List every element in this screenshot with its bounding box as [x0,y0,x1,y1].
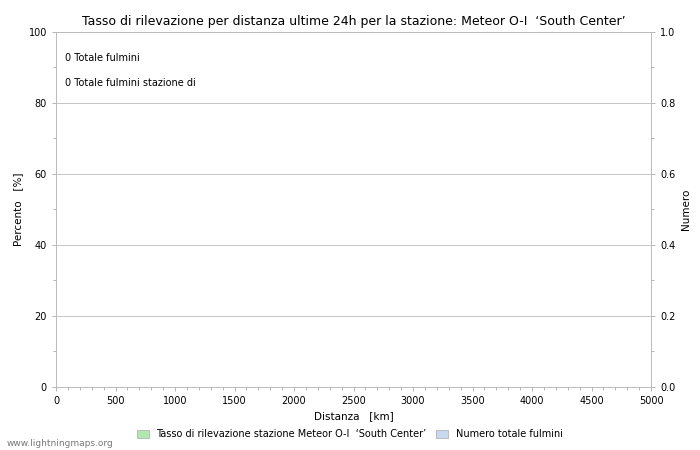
Y-axis label: Numero: Numero [681,189,691,230]
Title: Tasso di rilevazione per distanza ultime 24h per la stazione: Meteor O-I  ‘South: Tasso di rilevazione per distanza ultime… [82,14,625,27]
Text: 0 Totale fulmini stazione di: 0 Totale fulmini stazione di [65,78,196,88]
Text: www.lightningmaps.org: www.lightningmaps.org [7,439,113,448]
Legend: Tasso di rilevazione stazione Meteor O-I  ‘South Center’, Numero totale fulmini: Tasso di rilevazione stazione Meteor O-I… [133,425,567,443]
Y-axis label: Percento   [%]: Percento [%] [13,172,23,246]
X-axis label: Distanza   [km]: Distanza [km] [314,412,393,422]
Text: 0 Totale fulmini: 0 Totale fulmini [65,53,140,63]
